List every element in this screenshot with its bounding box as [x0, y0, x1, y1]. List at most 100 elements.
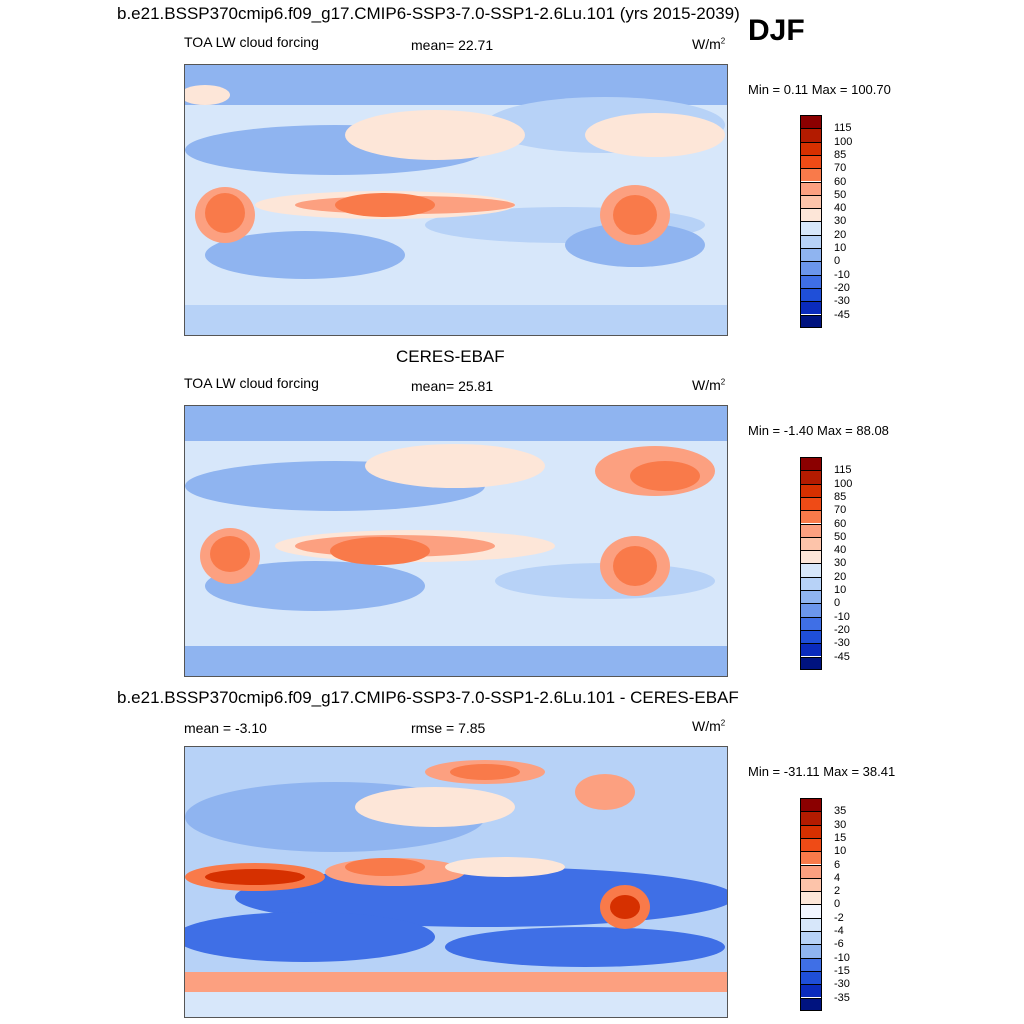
colorbar-swatch	[800, 904, 822, 918]
colorbar-swatch	[800, 811, 822, 825]
colorbar-label: -20	[834, 623, 850, 636]
colorbar-label: 10	[834, 242, 847, 254]
colorbar-swatch	[800, 931, 822, 945]
colorbar-swatch	[800, 590, 822, 604]
colorbar-label: 30	[834, 215, 847, 228]
colorbar-swatch	[800, 576, 822, 590]
panel1-minmax: Min = 0.11 Max = 100.70	[748, 82, 891, 97]
colorbar-swatch	[800, 864, 822, 878]
colorbar-label: 0	[834, 597, 841, 610]
colorbar-label: -45	[834, 650, 850, 663]
colorbar-label: 100	[834, 477, 853, 490]
colorbar-swatch	[800, 970, 822, 985]
colorbar-swatch	[800, 194, 822, 209]
colorbar-label: 85	[834, 490, 847, 503]
panel1-variable-label: TOA LW cloud forcing	[184, 34, 319, 50]
colorbar-label: -6	[834, 938, 844, 951]
colorbar-label: 50	[834, 530, 847, 543]
colorbar-swatch	[800, 877, 822, 892]
panel3-title: b.e21.BSSP370cmip6.f09_g17.CMIP6-SSP3-7.…	[117, 688, 739, 707]
colorbar-swatch	[800, 944, 822, 958]
colorbar-label: 60	[834, 517, 847, 530]
colorbar-label: -4	[834, 925, 844, 937]
colorbar-label: 100	[834, 135, 853, 148]
panel1-units: W/m2	[692, 36, 726, 52]
colorbar-label: -10	[834, 268, 850, 281]
panel3-map-svg	[185, 747, 727, 1017]
colorbar-label: 6	[834, 858, 841, 871]
panel3-mean-label: mean = -3.10	[184, 720, 267, 736]
colorbar-label: 50	[834, 188, 847, 201]
colorbar-label: -15	[834, 964, 850, 977]
panel2-variable-label: TOA LW cloud forcing	[184, 375, 319, 391]
colorbar-swatch	[800, 643, 822, 657]
colorbar-swatch	[800, 891, 822, 905]
colorbar-swatch	[800, 301, 822, 315]
colorbar-label: -10	[834, 951, 850, 964]
colorbar-label: -30	[834, 637, 850, 650]
season-label: DJF	[748, 14, 805, 47]
colorbar-swatch	[800, 261, 822, 275]
colorbar-swatch	[800, 457, 822, 471]
colorbar-label: 0	[834, 255, 841, 268]
colorbar-label: -30	[834, 295, 850, 308]
colorbar-swatch	[800, 824, 822, 838]
colorbar-swatch	[800, 274, 822, 288]
colorbar-swatch	[800, 563, 822, 577]
colorbar-label: 40	[834, 202, 847, 215]
colorbar-label: -35	[834, 991, 850, 1004]
colorbar-label: 85	[834, 148, 847, 161]
colorbar-swatch	[800, 141, 822, 155]
panel2-observed-map	[184, 405, 728, 677]
colorbar-label: -30	[834, 978, 850, 991]
colorbar-swatch	[800, 128, 822, 142]
colorbar-label: 115	[834, 122, 852, 135]
colorbar-swatch	[800, 656, 822, 670]
panel2-minmax: Min = -1.40 Max = 88.08	[748, 423, 889, 438]
panel3-minmax: Min = -31.11 Max = 38.41	[748, 764, 896, 779]
colorbar-label: 20	[834, 570, 847, 583]
panel2-units: W/m2	[692, 377, 726, 393]
colorbar-swatch	[800, 181, 822, 195]
colorbar-swatch	[800, 208, 822, 222]
colorbar-label: 20	[834, 228, 847, 241]
colorbar-label: 70	[834, 504, 847, 517]
colorbar-label: 70	[834, 162, 847, 175]
panel1-map-svg	[185, 65, 727, 335]
colorbar-label: -20	[834, 281, 850, 294]
colorbar-swatch	[800, 470, 822, 484]
colorbar-swatch	[800, 851, 822, 865]
colorbar-swatch	[800, 314, 822, 328]
colorbar-swatch	[800, 837, 822, 852]
colorbar-swatch	[800, 248, 822, 262]
colorbar-swatch	[800, 917, 822, 931]
colorbar-swatch	[800, 496, 822, 511]
panel3-difference-map	[184, 746, 728, 1018]
panel2-map-svg	[185, 406, 727, 676]
colorbar-label: 30	[834, 557, 847, 570]
colorbar-swatch	[800, 997, 822, 1011]
colorbar-label: 15	[834, 831, 847, 844]
colorbar-label: 30	[834, 818, 847, 831]
colorbar-label: 115	[834, 464, 852, 477]
panel2-title: CERES-EBAF	[396, 347, 505, 366]
colorbar-swatch	[800, 510, 822, 524]
colorbar-swatch	[800, 616, 822, 630]
colorbar-swatch	[800, 984, 822, 998]
colorbar-swatch	[800, 287, 822, 302]
panel3-rmse-label: rmse = 7.85	[411, 720, 486, 736]
colorbar-swatch	[800, 221, 822, 235]
colorbar-swatch	[800, 536, 822, 551]
colorbar-swatch	[800, 115, 822, 129]
panel3-units: W/m2	[692, 718, 726, 734]
colorbar-label: -10	[834, 610, 850, 623]
colorbar-label: 0	[834, 898, 841, 911]
colorbar-swatch	[800, 629, 822, 644]
colorbar-swatch	[800, 483, 822, 497]
colorbar-swatch	[800, 957, 822, 971]
panel1-model-map	[184, 64, 728, 336]
colorbar-swatch	[800, 550, 822, 564]
colorbar-swatch	[800, 603, 822, 617]
colorbar-label: 10	[834, 845, 847, 858]
figure-title: b.e21.BSSP370cmip6.f09_g17.CMIP6-SSP3-7.…	[117, 4, 740, 23]
